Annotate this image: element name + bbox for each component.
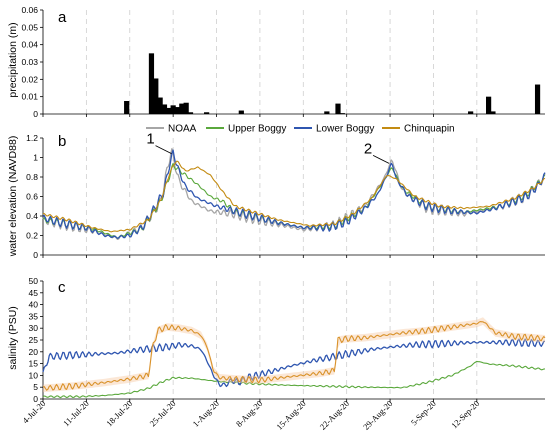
legend-label-noaa: NOAA bbox=[168, 124, 197, 135]
legend: NOAA Upper Boggy Lower Boggy Chinquapin bbox=[146, 124, 455, 135]
y-tick-label: 50 bbox=[29, 276, 39, 286]
panel-b-ylabel: water elevation (NAVD88) bbox=[7, 136, 19, 258]
panel-c-letter: c bbox=[58, 279, 66, 296]
y-tick-label: 0.8 bbox=[26, 172, 38, 182]
precipitation-bar bbox=[153, 78, 159, 114]
precipitation-bar bbox=[187, 112, 194, 114]
y-tick-label: 0 bbox=[33, 250, 38, 260]
legend-label-upper-boggy: Upper Boggy bbox=[228, 124, 286, 135]
precipitation-bar bbox=[339, 113, 345, 114]
panel-a-ylabel: precipitation (m) bbox=[7, 22, 19, 97]
peak-label-2: 2 bbox=[364, 140, 372, 157]
precipitation-bar bbox=[170, 105, 176, 114]
y-tick-label: 0.05 bbox=[21, 22, 38, 32]
panel-b-letter: b bbox=[58, 133, 66, 150]
precipitation-bar bbox=[157, 97, 163, 114]
y-tick-label: 20 bbox=[29, 347, 39, 357]
y-tick-label: 0.6 bbox=[26, 192, 38, 202]
y-tick-label: 0.06 bbox=[21, 5, 38, 15]
water-elevation-panel: 0 0.2 0.4 0.6 0.8 1 1.2 bbox=[26, 133, 546, 260]
y-tick-label: 10 bbox=[29, 370, 39, 380]
y-tick-label: 0.4 bbox=[26, 211, 38, 221]
legend-label-chinquapin: Chinquapin bbox=[404, 124, 455, 135]
y-tick-label: 25 bbox=[29, 335, 39, 345]
precipitation-bar bbox=[335, 103, 341, 114]
precipitation-bar bbox=[486, 96, 492, 114]
series-line-chinquapin bbox=[42, 160, 546, 233]
x-tick-label: 29-Aug-20 bbox=[361, 398, 394, 431]
precipitation-bar bbox=[183, 102, 189, 114]
series-line-lower-boggy bbox=[42, 149, 546, 239]
x-tick-label: 11-Jul-20 bbox=[61, 398, 91, 428]
y-tick-label: 1.2 bbox=[26, 133, 38, 143]
panel-c-ylabel: salinity (PSU) bbox=[7, 306, 19, 370]
y-tick-label: 5 bbox=[33, 382, 38, 392]
precipitation-bar bbox=[148, 53, 155, 114]
peak-leader-line bbox=[372, 155, 390, 164]
precipitation-bar bbox=[238, 110, 244, 114]
peak-leader-line bbox=[155, 145, 172, 155]
x-tick-label: 15-Aug-20 bbox=[274, 398, 307, 431]
y-tick-label: 40 bbox=[29, 300, 39, 310]
x-tick-label: 8-Aug-20 bbox=[234, 398, 264, 428]
y-tick-label: 0 bbox=[33, 394, 38, 404]
x-tick-label: 5-Sep-20 bbox=[409, 398, 438, 427]
y-tick-label: 30 bbox=[29, 323, 39, 333]
precipitation-bar bbox=[490, 111, 496, 114]
legend-label-lower-boggy: Lower Boggy bbox=[316, 124, 374, 135]
precipitation-bar bbox=[174, 107, 181, 114]
peak-annotations: 12 bbox=[146, 131, 390, 164]
y-tick-label: 45 bbox=[29, 288, 39, 298]
series-line-lower-boggy bbox=[42, 338, 545, 388]
y-tick-label: 0.01 bbox=[21, 92, 38, 102]
x-tick-label: 25-Jul-20 bbox=[147, 398, 177, 428]
series-line-upper-boggy bbox=[42, 360, 546, 399]
precipitation-bar bbox=[534, 84, 541, 114]
panel-a-letter: a bbox=[58, 9, 67, 26]
precipitation-bar bbox=[161, 104, 168, 114]
y-tick-label: 35 bbox=[29, 311, 39, 321]
y-tick-label: 1 bbox=[33, 153, 38, 163]
y-tick-label: 15 bbox=[29, 359, 39, 369]
y-tick-label: 0 bbox=[33, 109, 38, 119]
series-line-chinquapin bbox=[42, 321, 546, 391]
precipitation-bar bbox=[124, 101, 130, 114]
precipitation-bar bbox=[204, 112, 210, 114]
precipitation-bar bbox=[324, 111, 330, 114]
y-tick-label: 0.02 bbox=[21, 74, 38, 84]
precipitation-bar bbox=[166, 107, 172, 114]
x-tick-label: 18-Jul-20 bbox=[104, 398, 134, 428]
x-tick-label: 1-Aug-20 bbox=[190, 398, 220, 428]
x-tick-label: 22-Aug-20 bbox=[318, 398, 351, 431]
peak-label-1: 1 bbox=[146, 131, 154, 148]
y-tick-label: 0.2 bbox=[26, 231, 38, 241]
precipitation-bar bbox=[179, 103, 185, 114]
precipitation-panel: 0 0.01 0.02 0.03 0.04 0.05 0.06 bbox=[21, 5, 545, 119]
x-tick-label: 12-Sep-20 bbox=[449, 398, 481, 430]
y-tick-label: 0.03 bbox=[21, 57, 38, 67]
precipitation-bar bbox=[468, 111, 474, 114]
y-tick-label: 0.04 bbox=[21, 40, 38, 50]
